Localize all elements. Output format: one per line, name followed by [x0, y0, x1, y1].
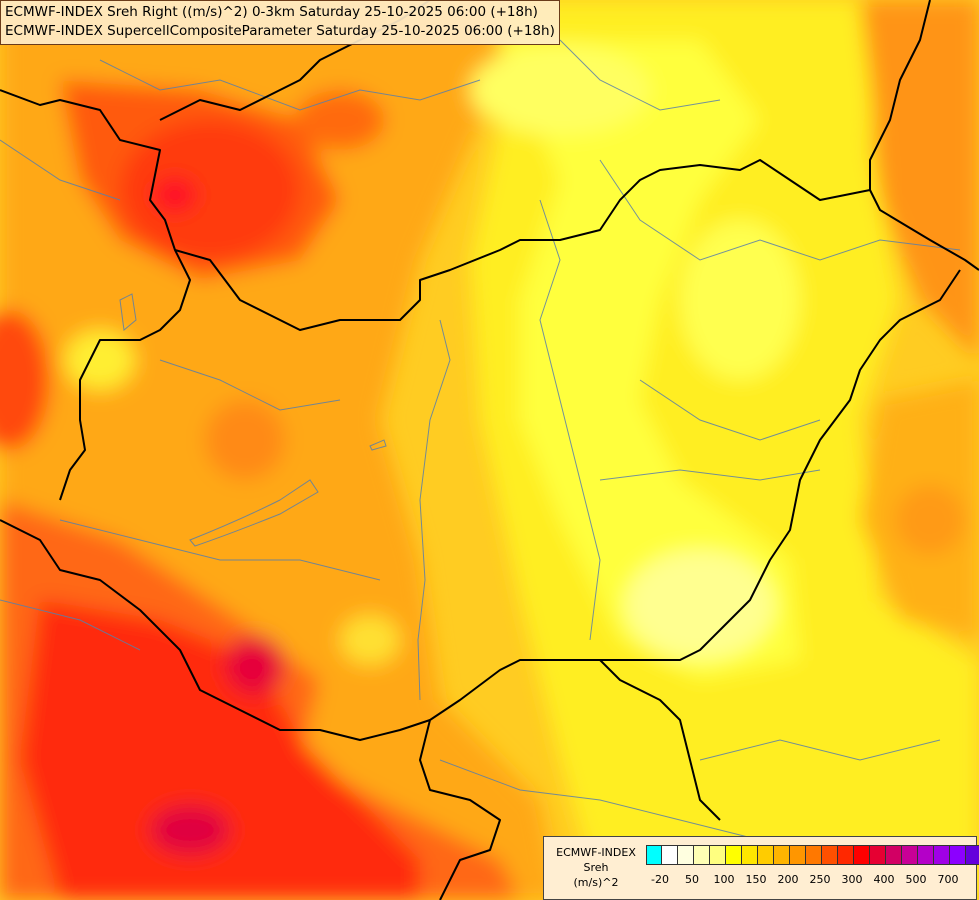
- color-legend: ECMWF-INDEX Sreh (m/s)^2 -20 50 100 150 200 2…: [543, 836, 979, 900]
- legend-swatch: [790, 845, 806, 865]
- map-title-line-1: ECMWF-INDEX Sreh Right ((m/s)^2) 0-3km S…: [5, 4, 538, 20]
- legend-swatch: [950, 845, 966, 865]
- legend-swatch: [806, 845, 822, 865]
- legend-name-line-3: (m/s)^2: [573, 876, 619, 889]
- legend-name-line-2: Sreh: [583, 861, 609, 874]
- legend-swatch: [646, 845, 662, 865]
- legend-name: ECMWF-INDEX Sreh (m/s)^2: [548, 845, 644, 890]
- legend-swatch: [710, 845, 726, 865]
- legend-swatch: [758, 845, 774, 865]
- legend-tick-label: 150: [745, 873, 767, 886]
- legend-swatch: [886, 845, 902, 865]
- legend-tick-label: 300: [841, 873, 863, 886]
- legend-tick-label: 400: [873, 873, 895, 886]
- legend-swatch: [854, 845, 870, 865]
- legend-swatch: [934, 845, 950, 865]
- legend-swatch: [726, 845, 742, 865]
- legend-swatch: [742, 845, 758, 865]
- legend-swatch: [918, 845, 934, 865]
- legend-swatch: [966, 845, 979, 865]
- map-title-line-2: ECMWF-INDEX SupercellCompositeParameter …: [5, 23, 555, 39]
- legend-swatch: [870, 845, 886, 865]
- legend-tick-label: 500: [905, 873, 927, 886]
- legend-tick-label: 100: [713, 873, 735, 886]
- legend-ticks: -20 50 100 150 200 250 300 400 500 700: [646, 873, 976, 889]
- legend-tick-label: 50: [685, 873, 699, 886]
- legend-tick-label: -20: [651, 873, 669, 886]
- legend-tick-label: 250: [809, 873, 831, 886]
- legend-swatch: [774, 845, 790, 865]
- map-title-box: ECMWF-INDEX Sreh Right ((m/s)^2) 0-3km S…: [0, 0, 560, 45]
- legend-swatch: [694, 845, 710, 865]
- legend-tick-label: 200: [777, 873, 799, 886]
- legend-swatch: [662, 845, 678, 865]
- legend-swatch: [678, 845, 694, 865]
- legend-swatch: [838, 845, 854, 865]
- legend-swatch: [822, 845, 838, 865]
- legend-name-line-1: ECMWF-INDEX: [556, 846, 636, 859]
- legend-swatches: [646, 845, 979, 865]
- legend-swatch: [902, 845, 918, 865]
- legend-tick-label: 700: [937, 873, 959, 886]
- river-lines: [0, 39, 961, 841]
